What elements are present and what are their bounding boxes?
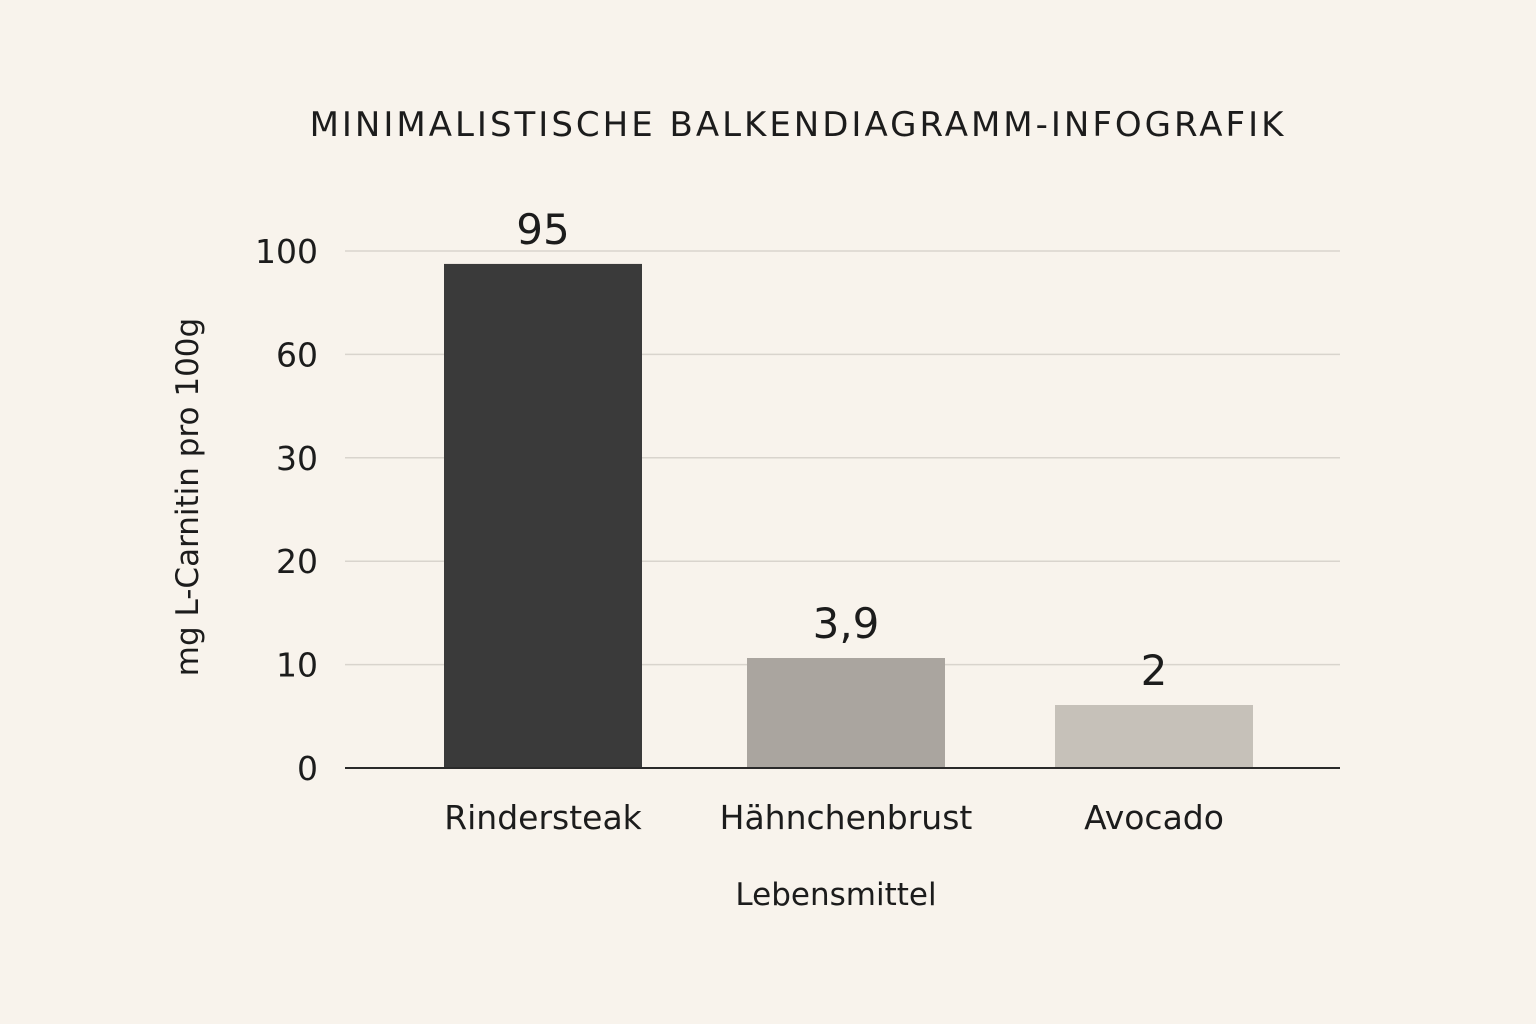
y-tick-label: 100 <box>255 232 318 271</box>
bar-avocado <box>1055 705 1253 768</box>
bar-h-hnchenbrust <box>747 658 945 768</box>
bars <box>444 263 1253 768</box>
y-tick-label: 0 <box>297 749 318 788</box>
data-label: 3,9 <box>813 599 880 648</box>
data-label: 2 <box>1141 646 1168 695</box>
y-tick-label: 60 <box>276 335 318 374</box>
chart-title: MINIMALISTISCHE BALKENDIAGRAMM-INFOGRAFI… <box>310 105 1287 145</box>
y-tick-label: 20 <box>276 542 318 581</box>
x-category-label: Avocado <box>1084 798 1224 837</box>
x-axis-categories: Rindersteak Hähnchenbrust Avocado <box>444 798 1224 837</box>
x-axis-title: Lebensmittel <box>735 877 936 913</box>
data-labels: 953,92 <box>516 205 1167 695</box>
y-axis-ticks: 0 10 20 30 60 100 <box>255 232 318 788</box>
x-category-label: Hähnchenbrust <box>720 798 973 837</box>
y-axis-title: mg L-Carnitin pro 100g <box>170 318 206 676</box>
y-tick-label: 30 <box>276 439 318 478</box>
y-tick-label: 10 <box>276 646 318 685</box>
data-label: 95 <box>516 205 569 254</box>
bar-rindersteak <box>444 263 642 768</box>
x-category-label: Rindersteak <box>444 798 642 837</box>
